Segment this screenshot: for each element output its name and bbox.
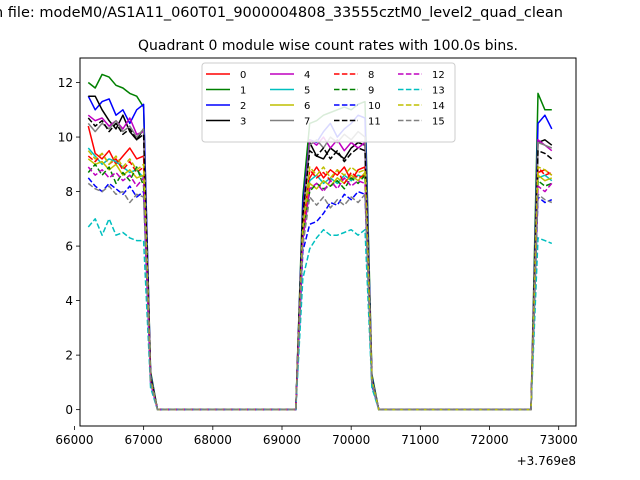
series-line-15 (87, 182, 553, 411)
x-tick-label: 70000 (332, 433, 370, 447)
series-line-11 (87, 117, 553, 411)
legend-label: 5 (304, 86, 310, 97)
axes-frame (79, 57, 577, 427)
legend-label: 7 (304, 117, 310, 128)
legend-item: 12 (398, 70, 445, 81)
x-tick-label: 72000 (470, 433, 508, 447)
y-tick-label: 6 (65, 240, 73, 254)
legend-label: 13 (432, 86, 445, 97)
x-tick-label: 69000 (263, 433, 301, 447)
legend-label: 10 (368, 101, 381, 112)
legend-item: 13 (398, 86, 445, 97)
legend-item: 4 (270, 70, 310, 81)
legend-label: 2 (240, 101, 246, 112)
legend-box (201, 62, 456, 143)
x-tick-label: 66000 (55, 433, 93, 447)
y-tick-label: 8 (65, 185, 73, 199)
x-tick-label: 71000 (401, 433, 439, 447)
series-line-12 (87, 166, 553, 411)
figure-suptitle: n file: modeM0/AS1A11_060T01_9000004808_… (0, 5, 563, 21)
legend-label: 9 (368, 86, 374, 97)
legend-label: 8 (368, 70, 374, 81)
x-tick-label: 68000 (194, 433, 232, 447)
legend-item: 5 (270, 86, 310, 97)
y-tick-label: 4 (65, 294, 73, 308)
legend-item: 2 (206, 101, 246, 112)
y-tick-label: 2 (65, 349, 73, 363)
legend-item: 0 (206, 70, 246, 81)
y-tick-label: 10 (58, 131, 73, 145)
legend-label: 6 (304, 101, 310, 112)
axes: 66000 67000 68000 69000 70000 71000 72000 73000… (55, 57, 578, 468)
legend-label: 4 (304, 70, 310, 81)
x-tick-label: 67000 (125, 433, 163, 447)
legend-item: 3 (206, 117, 246, 128)
y-tick-label: 12 (58, 76, 73, 90)
legend-item: 1 (206, 86, 246, 97)
legend-item: 6 (270, 101, 310, 112)
legend-label: 3 (240, 117, 246, 128)
legend-label: 12 (432, 70, 445, 81)
x-offset-label: +3.769e8 (517, 454, 576, 468)
legend-label: 1 (240, 86, 246, 97)
legend-label: 14 (432, 101, 445, 112)
legend-item: 7 (270, 117, 310, 128)
legend-item: 9 (334, 86, 374, 97)
legend-item: 15 (398, 117, 445, 128)
legend-item: 11 (334, 117, 381, 128)
chart-title: Quadrant 0 module wise count rates with … (138, 38, 518, 54)
y-tick-label: 0 (65, 403, 73, 417)
legend-label: 0 (240, 70, 246, 81)
x-tick-label: 73000 (540, 433, 578, 447)
legend-label: 11 (368, 117, 381, 128)
legend-label: 15 (432, 117, 445, 128)
legend-item: 8 (334, 70, 374, 81)
legend-item: 14 (398, 101, 445, 112)
legend-item: 10 (334, 101, 381, 112)
